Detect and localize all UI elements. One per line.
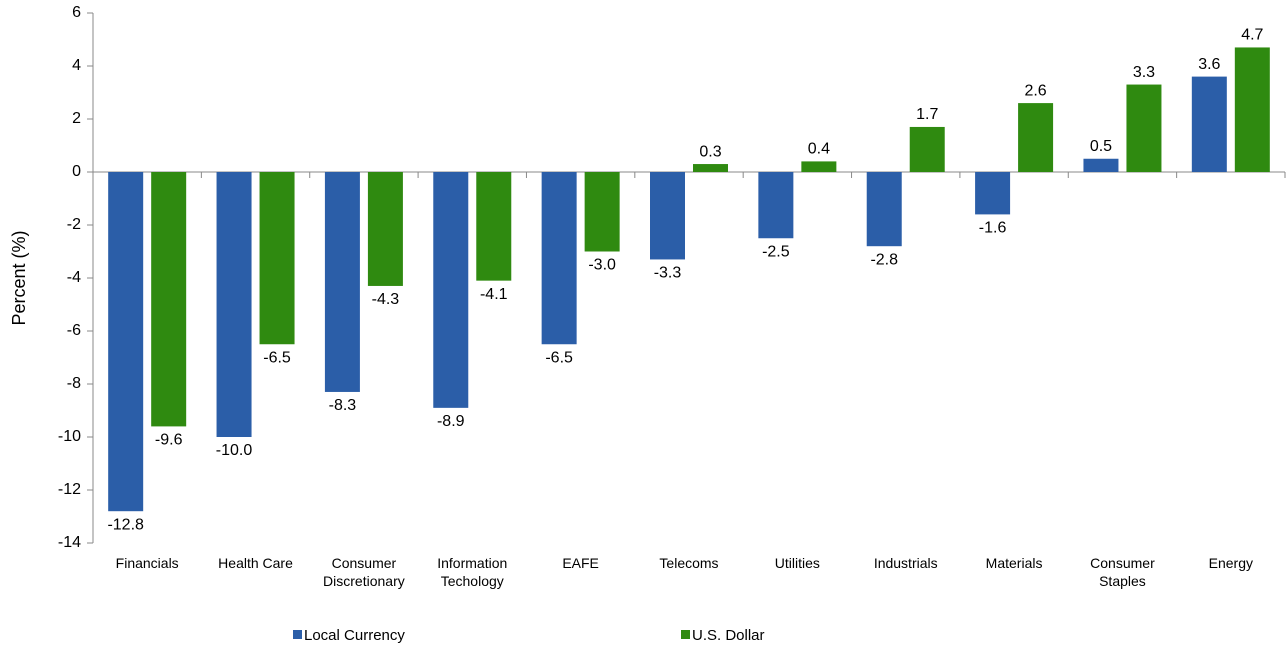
data-label: -3.0 [588,257,616,274]
bar [1018,103,1054,172]
data-label: -4.3 [372,291,400,308]
bar [108,172,144,512]
data-label: -6.5 [545,349,573,366]
y-tick-label: 2 [72,110,81,127]
x-tick-label: Materials [985,555,1043,571]
bar [650,172,685,260]
y-tick-label: 4 [72,57,81,74]
data-label: 4.7 [1241,27,1263,44]
bar [866,172,902,247]
bar [693,164,728,172]
legend-label: Local Currency [304,627,405,644]
bar [1083,158,1119,172]
x-tick-label: Financials [115,555,179,571]
bar [1234,47,1270,173]
bar [758,172,794,239]
data-label: 0.5 [1090,138,1112,155]
data-label: 0.4 [808,141,830,158]
bar [151,172,187,427]
y-tick-label: -6 [67,322,81,339]
data-label: 3.3 [1133,64,1155,81]
data-label: -4.1 [480,286,508,303]
y-tick-label: -8 [67,375,81,392]
data-label: 1.7 [916,106,938,123]
bar [541,172,577,345]
data-label: 3.6 [1198,56,1220,73]
x-tick-label: Consumer Discretionary [323,555,405,589]
bar [433,172,469,408]
data-label: -8.3 [329,397,357,414]
bar [975,172,1011,215]
y-tick-label: 6 [72,4,81,21]
y-tick-label: -2 [67,216,81,233]
data-label: -12.8 [107,516,144,533]
bar [259,172,295,345]
y-tick-label: -12 [58,481,81,498]
data-label: -1.6 [979,220,1007,237]
y-axis-label: Percent (%) [9,230,29,325]
data-label: 0.3 [699,143,721,160]
x-tick-label: Energy [1208,555,1253,571]
x-tick-label: Industrials [873,555,938,571]
data-label: -2.5 [762,243,790,260]
legend-label: U.S. Dollar [692,627,765,644]
bar [216,172,252,437]
y-tick-label: -4 [67,269,81,286]
x-tick-label: Information Techology [437,555,508,589]
data-label: -2.8 [870,251,898,268]
data-label: -10.0 [216,442,253,459]
data-label: -3.3 [654,265,682,282]
legend-swatch [681,630,690,639]
bar [801,161,837,172]
bar [584,172,620,252]
x-tick-label: EAFE [562,555,599,571]
bar [367,172,403,286]
bar [1126,84,1162,172]
data-label: 2.6 [1024,82,1046,99]
y-tick-label: 0 [72,163,81,180]
x-tick-label: Consumer Staples [1090,555,1155,589]
data-label: -8.9 [437,413,465,430]
y-tick-label: -14 [58,534,81,551]
data-label: -6.5 [263,349,291,366]
bar [1191,76,1227,172]
x-tick-label: Utilities [774,555,820,571]
legend-swatch [293,630,302,639]
data-label: -9.6 [155,432,183,449]
bar [324,172,360,392]
bar [909,126,945,172]
y-tick-label: -10 [58,428,81,445]
x-tick-label: Telecoms [659,555,719,571]
x-tick-label: Health Care [218,555,293,571]
bar [476,172,512,281]
